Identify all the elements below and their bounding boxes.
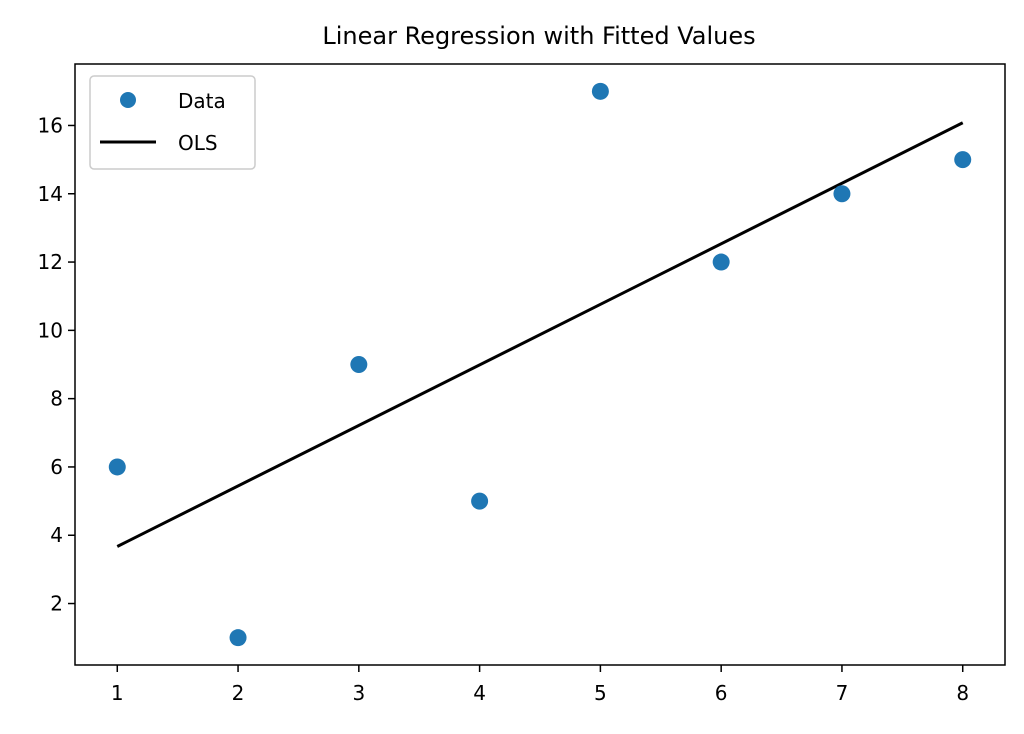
- legend-label-data: Data: [178, 89, 226, 113]
- x-tick-label: 8: [956, 681, 969, 705]
- data-point: [591, 82, 609, 100]
- data-point: [350, 356, 368, 373]
- data-point: [833, 185, 851, 203]
- x-tick-label: 5: [594, 681, 607, 705]
- ols-fit-line: [116, 121, 964, 548]
- x-tick-label: 2: [232, 681, 245, 705]
- x-axis: 1 2 3 4 5 6 7 8: [111, 665, 969, 705]
- y-tick-label: 12: [38, 250, 63, 274]
- y-tick-label: 16: [38, 113, 63, 137]
- data-point: [108, 458, 126, 476]
- y-tick-label: 10: [38, 318, 63, 342]
- legend: Data OLS: [89, 75, 256, 170]
- x-tick-label: 4: [473, 681, 486, 705]
- data-point: [229, 629, 247, 647]
- y-tick-label: 6: [50, 455, 63, 479]
- x-tick-label: 3: [352, 681, 365, 705]
- y-tick-label: 8: [50, 387, 63, 411]
- x-tick-label: 7: [836, 681, 849, 705]
- data-point: [954, 151, 972, 169]
- y-tick-label: 4: [50, 523, 63, 547]
- chart-title: Linear Regression with Fitted Values: [322, 22, 755, 50]
- data-point: [712, 253, 730, 271]
- legend-box: [89, 75, 256, 170]
- data-point: [471, 492, 489, 510]
- x-tick-label: 6: [715, 681, 728, 705]
- x-tick-label: 1: [111, 681, 124, 705]
- y-axis: 2 4 6 8 10 12 14 16: [38, 113, 75, 616]
- legend-marker-data: [120, 92, 136, 108]
- y-tick-label: 2: [50, 592, 63, 616]
- legend-label-ols: OLS: [178, 131, 218, 155]
- y-tick-label: 14: [38, 182, 63, 206]
- series-layer: [108, 82, 972, 647]
